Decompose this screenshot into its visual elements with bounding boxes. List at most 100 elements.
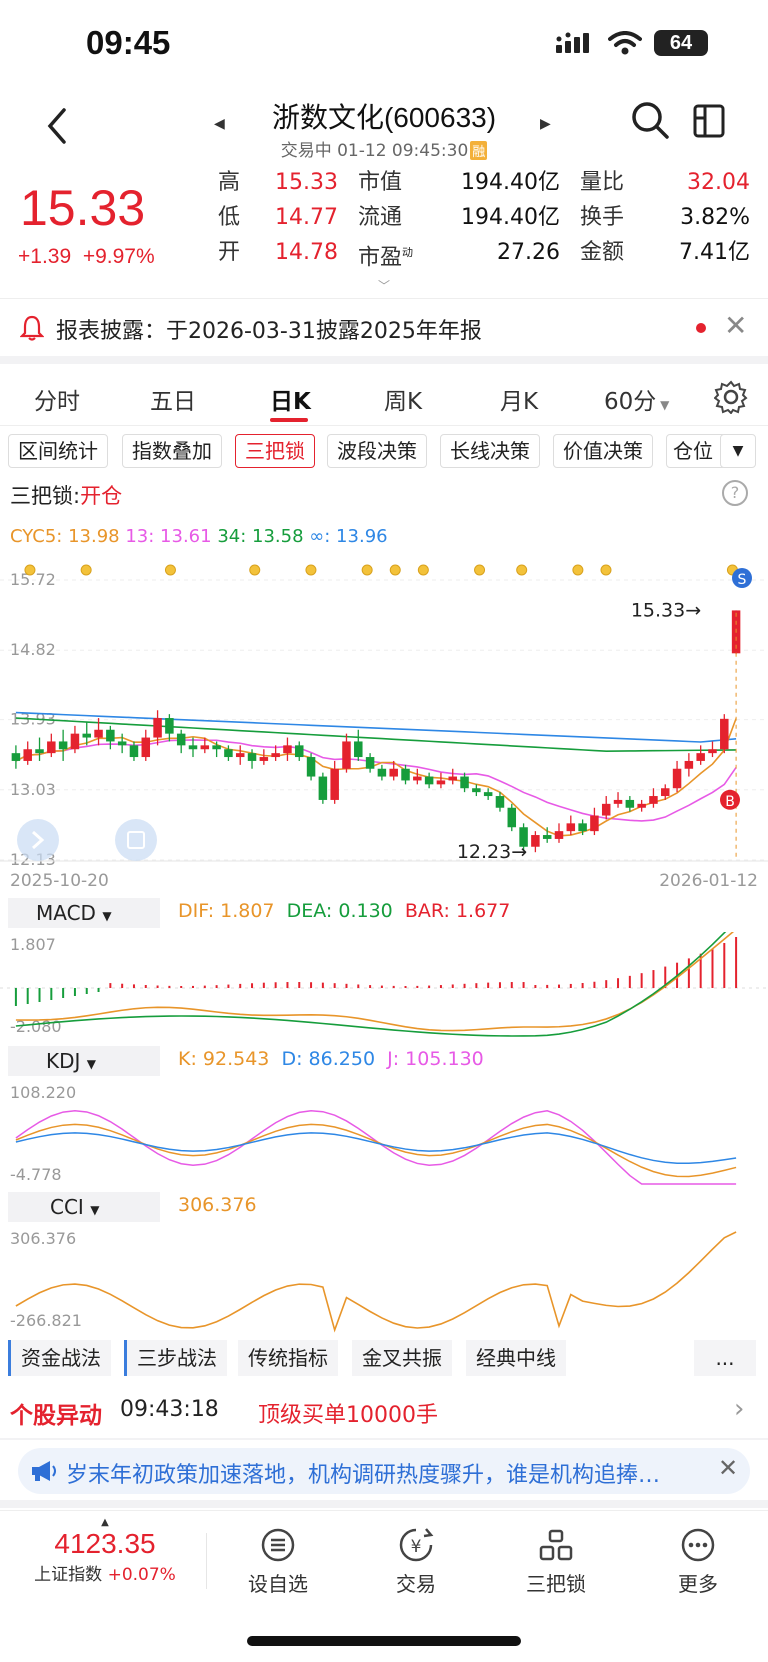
macd-selector[interactable]: MACD ▼ <box>8 898 160 928</box>
candle-body <box>684 760 694 769</box>
settings-gear-icon[interactable] <box>714 380 748 414</box>
candle-body <box>483 792 493 797</box>
cellular-signal-icon <box>556 32 589 53</box>
close-icon[interactable]: ✕ <box>724 309 748 342</box>
candle-body <box>495 796 505 808</box>
legend-13: 13: 13.61 <box>125 526 212 547</box>
tab-rik[interactable]: 日K <box>270 389 311 415</box>
candle-body <box>35 749 44 754</box>
tab-fund-strategy[interactable]: 资金战法 <box>8 1340 111 1376</box>
candle-body <box>531 835 540 847</box>
y-tick-label: 14.82 <box>10 640 56 659</box>
nav-trade[interactable]: ¥ 交易 <box>366 1527 466 1597</box>
indicator-label: 三把锁:开仓 <box>10 484 123 508</box>
bell-icon <box>20 315 44 341</box>
tab-zhouk[interactable]: 周K <box>384 389 423 415</box>
price-change: +1.39 +9.97% <box>18 245 155 268</box>
tab-three-step[interactable]: 三步战法 <box>124 1340 227 1376</box>
index-value: 4123.35 <box>54 1528 156 1559</box>
candle-body <box>613 799 623 804</box>
more-dots-icon <box>681 1528 715 1562</box>
candle-body <box>94 729 103 738</box>
more-chips-chevron-icon[interactable]: ▼ <box>720 434 756 468</box>
tab-wuri[interactable]: 五日 <box>150 389 196 415</box>
ma13-line <box>15 739 737 822</box>
search-icon[interactable] <box>630 100 670 140</box>
cci-selector[interactable]: CCI ▼ <box>8 1192 160 1222</box>
candle-body <box>661 788 670 797</box>
candle-body <box>401 768 410 781</box>
share-icon[interactable] <box>692 100 728 140</box>
more-tabs-button[interactable]: ... <box>694 1340 756 1376</box>
candle-body <box>176 733 186 746</box>
candle-body <box>507 807 517 828</box>
macd-ymax: 1.807 <box>10 935 56 954</box>
help-icon[interactable]: ? <box>722 480 748 506</box>
stock-alert-row[interactable]: 个股异动 09:43:18 顶级买单10000手 › <box>0 1384 768 1438</box>
tab-golden-cross[interactable]: 金叉共振 <box>352 1340 452 1376</box>
indicator-toolbar: 区间统计 指数叠加 三把锁 波段决策 长线决策 价值决策 仓位 ▼ <box>0 432 768 472</box>
chip-value-decision[interactable]: 价值决策 <box>553 434 653 468</box>
prev-stock-icon[interactable]: ◀ <box>214 116 225 132</box>
report-notice[interactable]: 报表披露：于2026-03-31披露2025年年报 ✕ <box>0 298 768 356</box>
news-text: 岁末年初政策加速落地，机构调研热度骤升，谁是机构追捧… <box>66 1463 661 1488</box>
last-price: 15.33 <box>20 180 146 236</box>
chip-position[interactable]: 仓位 <box>666 434 726 468</box>
candle-body <box>354 741 363 758</box>
tab-traditional[interactable]: 传统指标 <box>238 1340 338 1376</box>
candle-body <box>637 803 646 808</box>
lock-marker-icon <box>24 564 36 576</box>
alert-text: 顶级买单10000手 <box>258 1403 438 1428</box>
close-news-icon[interactable]: ✕ <box>718 1454 739 1482</box>
lock-marker-icon <box>600 564 612 576</box>
kdj-ymax: 108.220 <box>10 1083 76 1102</box>
candle-body <box>259 757 269 761</box>
ma34-line <box>15 717 737 752</box>
legend-inf: ∞: 13.96 <box>309 526 388 547</box>
kdj-chart: 108.220 -4.778 <box>10 1083 737 1185</box>
macd-ymin: -2.080 <box>10 1017 62 1036</box>
unread-dot <box>696 323 706 333</box>
candle-body <box>377 768 387 777</box>
chip-range-stats[interactable]: 区间统计 <box>8 434 108 468</box>
chart-layout-button <box>115 819 157 861</box>
lock-marker-icon <box>305 564 317 576</box>
nav-three-locks[interactable]: 三把锁 <box>506 1527 606 1597</box>
lock-marker-icon <box>249 564 261 576</box>
chip-band-decision[interactable]: 波段决策 <box>327 434 427 468</box>
nav-add-watchlist[interactable]: 设自选 <box>228 1527 328 1597</box>
quote-col-2: 市值 194.40亿 流通 194.40亿 市盈动 27.26 <box>358 170 560 271</box>
tab-classic-mid[interactable]: 经典中线 <box>466 1340 566 1376</box>
candle-body <box>141 737 151 758</box>
lock-marker-icon <box>164 564 176 576</box>
index-ticker[interactable]: ▲ 4123.35 上证指数 +0.07% <box>20 1517 190 1585</box>
news-banner[interactable]: 岁末年初政策加速落地，机构调研热度骤升，谁是机构追捧… ✕ <box>18 1448 750 1494</box>
kdj-selector[interactable]: KDJ ▼ <box>8 1046 160 1076</box>
tab-yuek[interactable]: 月K <box>500 389 539 415</box>
clock: 09:45 <box>86 24 171 61</box>
legend-cyc5: CYC5: 13.98 <box>10 526 120 547</box>
chip-three-locks[interactable]: 三把锁 <box>235 434 315 468</box>
chart-expand-icon <box>32 830 45 850</box>
nav-more[interactable]: 更多 <box>648 1527 748 1597</box>
expand-chevron-icon[interactable]: ﹀ <box>378 279 391 293</box>
candle-body <box>342 741 351 769</box>
tab-fenshi[interactable]: 分时 <box>34 389 80 415</box>
chip-long-decision[interactable]: 长线决策 <box>440 434 540 468</box>
buy-marker-icon <box>720 789 740 810</box>
candle-body <box>365 757 375 769</box>
candle-body <box>153 718 162 738</box>
candle-body <box>460 776 469 789</box>
kline-chart[interactable]: 15.7214.8213.9313.0312.1315.33→12.23→SB2… <box>0 556 768 896</box>
legend-34: 34: 13.58 <box>217 526 304 547</box>
cci-line <box>15 1231 737 1333</box>
candle-body <box>720 718 729 750</box>
back-arrow-icon[interactable] <box>42 106 72 146</box>
lock-marker-icon <box>572 564 584 576</box>
tab-60min[interactable]: 60分 ▼ <box>604 389 670 415</box>
candle-body <box>224 749 233 758</box>
chip-index-overlay[interactable]: 指数叠加 <box>122 434 222 468</box>
cci-legend: 306.376 <box>178 1194 257 1216</box>
next-stock-icon[interactable]: ▶ <box>540 116 551 132</box>
divider <box>0 1500 768 1508</box>
